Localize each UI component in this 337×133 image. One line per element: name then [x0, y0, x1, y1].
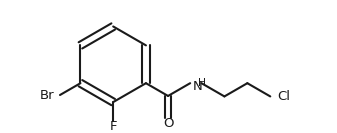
Text: Cl: Cl — [277, 90, 290, 103]
Text: Br: Br — [40, 88, 54, 101]
Text: O: O — [163, 117, 173, 130]
Text: H: H — [198, 78, 206, 88]
Text: F: F — [110, 120, 117, 133]
Text: N: N — [193, 80, 203, 93]
